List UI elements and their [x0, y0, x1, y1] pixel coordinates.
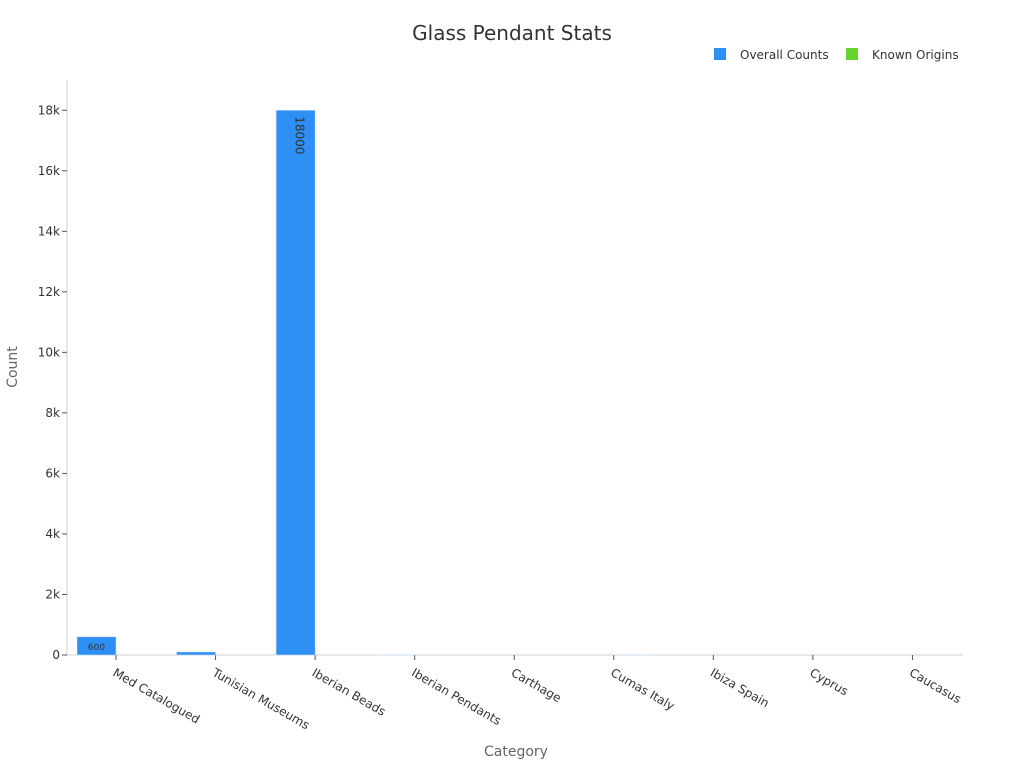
bar [177, 652, 216, 655]
y-tick-label: 16k [38, 164, 60, 178]
y-tick-label: 18k [38, 103, 60, 117]
legend-label: Overall Counts [740, 48, 829, 62]
legend: Overall Counts Known Origins [714, 48, 959, 62]
y-tick-label: 14k [38, 224, 60, 238]
y-tick-label: 6k [45, 466, 60, 480]
x-tick-label: Cyprus [807, 665, 850, 698]
data-label: 600 [88, 643, 105, 653]
x-tick-label: Iberian Pendants [409, 665, 503, 728]
x-tick-label: Caucasus [907, 665, 964, 706]
x-axis-label: Category [484, 744, 548, 760]
x-tick-label: Med Catalogued [111, 665, 203, 726]
legend-swatch [846, 48, 858, 60]
x-tick-label: Iberian Beads [310, 665, 388, 718]
y-tick-label: 12k [38, 285, 60, 299]
y-tick-label: 0 [52, 648, 60, 662]
x-tick-label: Ibiza Spain [708, 665, 772, 710]
legend-label: Known Origins [872, 48, 959, 62]
legend-swatch [714, 48, 726, 60]
x-tick-label: Carthage [509, 665, 564, 705]
x-tick-label: Tunisian Museums [209, 665, 312, 732]
x-tick-label: Cumas Italy [608, 665, 677, 713]
y-axis-label: Count [5, 346, 21, 388]
chart-title: Glass Pendant Stats [412, 21, 612, 45]
y-tick-label: 2k [45, 587, 60, 601]
y-tick-label: 8k [45, 406, 60, 420]
bar [276, 110, 315, 655]
y-tick-label: 4k [45, 527, 60, 541]
bars: 600 18000 [77, 110, 653, 655]
data-label: 18000 [293, 116, 307, 154]
y-tick-label: 10k [38, 345, 60, 359]
